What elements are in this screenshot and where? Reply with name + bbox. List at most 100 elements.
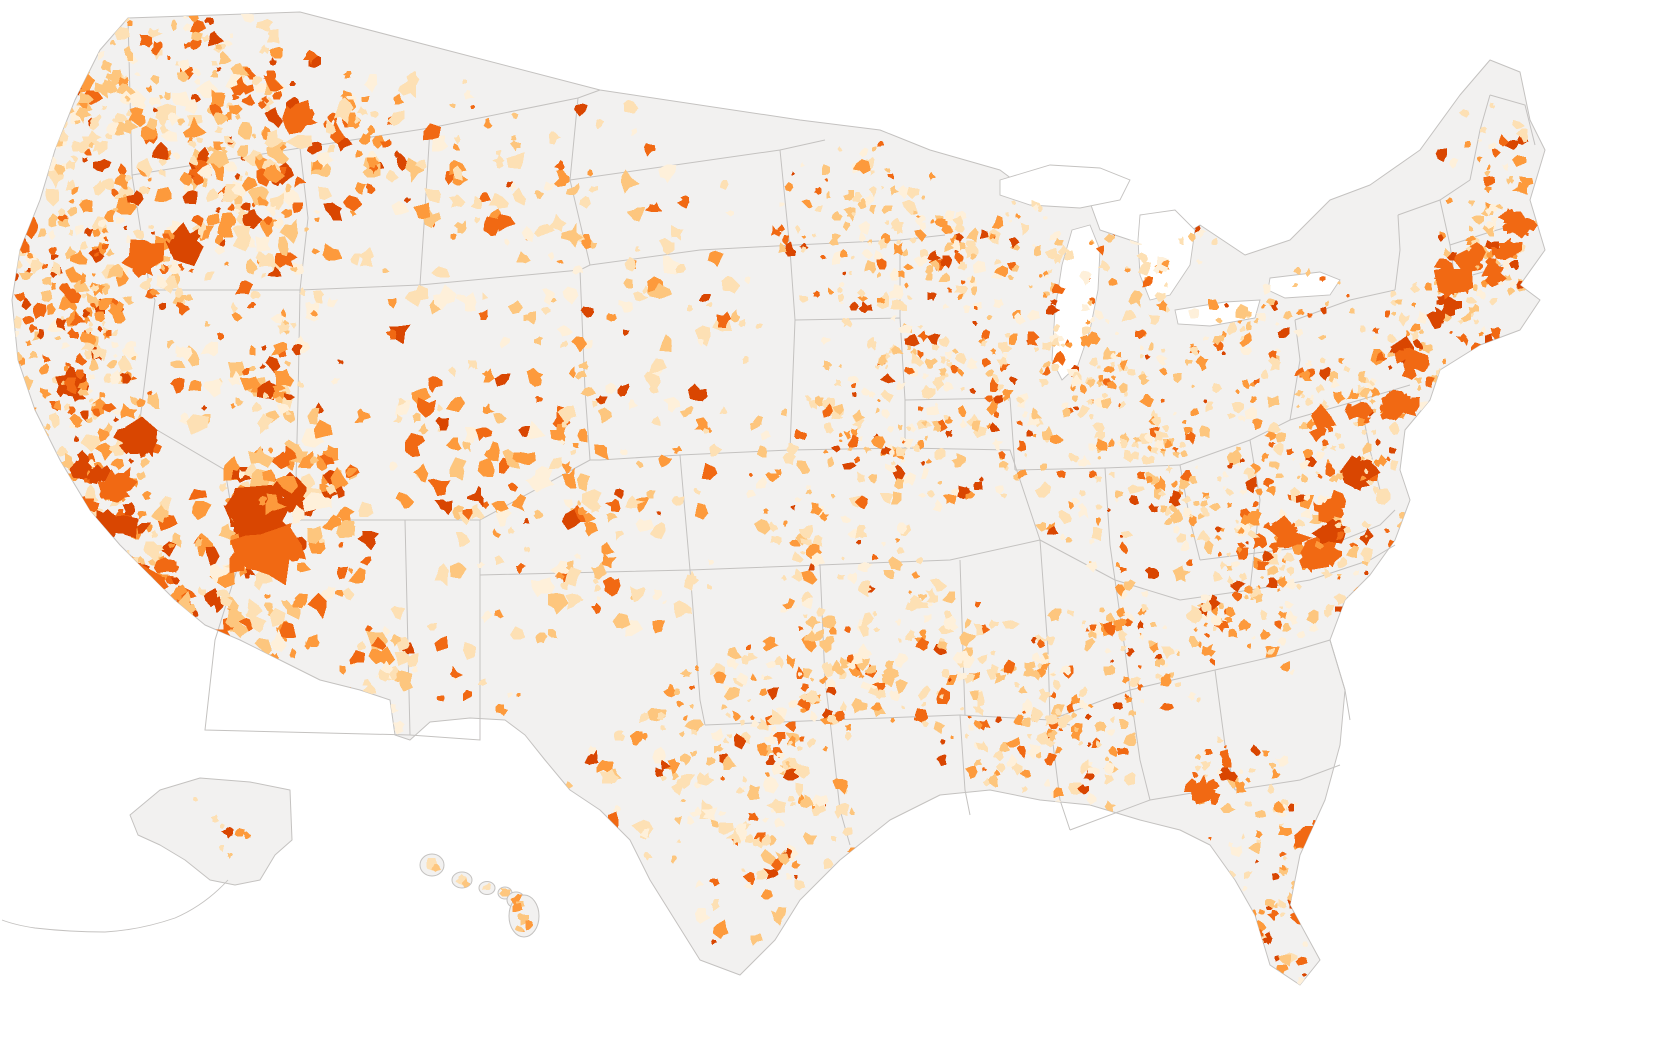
tract-polygon	[263, 164, 286, 184]
tract-polygon	[506, 152, 525, 170]
tract-polygon	[763, 868, 779, 880]
tract-polygon	[1261, 456, 1265, 462]
tract-polygon	[1044, 274, 1050, 279]
tract-polygon	[1460, 312, 1472, 323]
tract-polygon	[265, 356, 281, 373]
tract-polygon	[1422, 344, 1433, 354]
tract-polygon	[147, 177, 152, 182]
tract-polygon	[810, 552, 826, 568]
tract-polygon	[91, 408, 101, 417]
tract-polygon	[794, 497, 803, 503]
tract-polygon	[1205, 401, 1214, 413]
tract-polygon	[1070, 693, 1081, 705]
tract-polygon	[1307, 313, 1313, 318]
tract-polygon	[1156, 299, 1168, 312]
tract-polygon	[867, 336, 877, 352]
tract-polygon	[1296, 404, 1301, 408]
tract-polygon	[573, 103, 588, 117]
tract-polygon	[97, 481, 116, 499]
tract-polygon	[1343, 526, 1352, 533]
tract-polygon	[491, 154, 505, 169]
tract-polygon	[683, 715, 688, 721]
tract-polygon	[69, 249, 88, 265]
tract-polygon	[243, 831, 251, 839]
tract-polygon	[842, 271, 847, 276]
tract-polygon	[851, 255, 855, 260]
tract-polygon	[896, 381, 906, 391]
tract-polygon	[986, 423, 992, 430]
tract-polygon	[185, 232, 193, 242]
tract-polygon	[1044, 778, 1051, 787]
tract-polygon	[973, 759, 983, 767]
tract-polygon	[1044, 752, 1058, 766]
tract-polygon	[556, 259, 564, 264]
tract-polygon	[1183, 507, 1192, 518]
tract-polygon	[812, 535, 823, 547]
tract-polygon	[1497, 280, 1504, 286]
tract-polygon	[18, 270, 34, 281]
tract-polygon	[1226, 552, 1231, 558]
tract-polygon	[1213, 626, 1217, 631]
tract-polygon	[49, 261, 61, 277]
tract-polygon	[1325, 300, 1329, 307]
tract-polygon	[944, 610, 952, 620]
tract-polygon	[188, 488, 208, 501]
tract-polygon	[1380, 403, 1396, 420]
lake-superior	[999, 164, 1131, 209]
tract-polygon	[477, 561, 486, 568]
tract-polygon	[1047, 269, 1053, 274]
tract-polygon	[1052, 679, 1061, 691]
tract-polygon	[1163, 517, 1174, 526]
tract-polygon	[1512, 155, 1527, 167]
tract-polygon	[1138, 261, 1152, 276]
tract-polygon	[188, 14, 199, 23]
tract-polygon	[1278, 868, 1287, 876]
tract-polygon	[859, 147, 869, 158]
tract-polygon	[857, 562, 873, 572]
tract-polygon	[284, 360, 291, 367]
tract-polygon	[92, 228, 101, 237]
tract-polygon	[1010, 241, 1021, 251]
tract-polygon	[58, 208, 66, 217]
tract-polygon	[1439, 282, 1454, 296]
tract-polygon	[832, 659, 846, 676]
tract-polygon	[1348, 307, 1355, 314]
tract-polygon	[279, 144, 287, 151]
tract-polygon	[896, 239, 902, 245]
tract-polygon	[957, 293, 964, 301]
tract-polygon	[1256, 312, 1267, 322]
tract-polygon	[1084, 713, 1092, 721]
tract-polygon	[718, 822, 734, 835]
tract-polygon	[333, 485, 345, 499]
tract-polygon	[205, 546, 220, 566]
tract-polygon	[763, 675, 773, 681]
tract-polygon	[1076, 404, 1090, 419]
tract-polygon	[873, 249, 884, 260]
tract-polygon	[132, 376, 138, 380]
tract-polygon	[1316, 451, 1326, 460]
tract-polygon	[814, 186, 822, 195]
tract-polygon	[819, 675, 828, 685]
tract-polygon	[1196, 229, 1207, 238]
tract-polygon	[415, 159, 427, 170]
tract-polygon	[959, 631, 977, 647]
tract-polygon	[1129, 495, 1140, 506]
tract-polygon	[725, 210, 735, 217]
tract-polygon	[1054, 253, 1063, 264]
tract-polygon	[286, 604, 301, 620]
tract-polygon	[449, 103, 456, 109]
tract-polygon	[504, 238, 510, 246]
tract-polygon	[1132, 437, 1142, 443]
tract-polygon	[64, 403, 71, 411]
tract-polygon	[843, 189, 855, 201]
tract-polygon	[1239, 326, 1246, 332]
tract-polygon	[744, 881, 753, 890]
tract-polygon	[1378, 454, 1387, 467]
tract-polygon	[932, 499, 943, 512]
tract-polygon	[1115, 331, 1119, 336]
tract-polygon	[274, 252, 298, 268]
tract-polygon	[110, 369, 121, 385]
tract-polygon	[1216, 768, 1223, 775]
tract-polygon	[1061, 402, 1069, 410]
tract-polygon	[107, 263, 123, 279]
